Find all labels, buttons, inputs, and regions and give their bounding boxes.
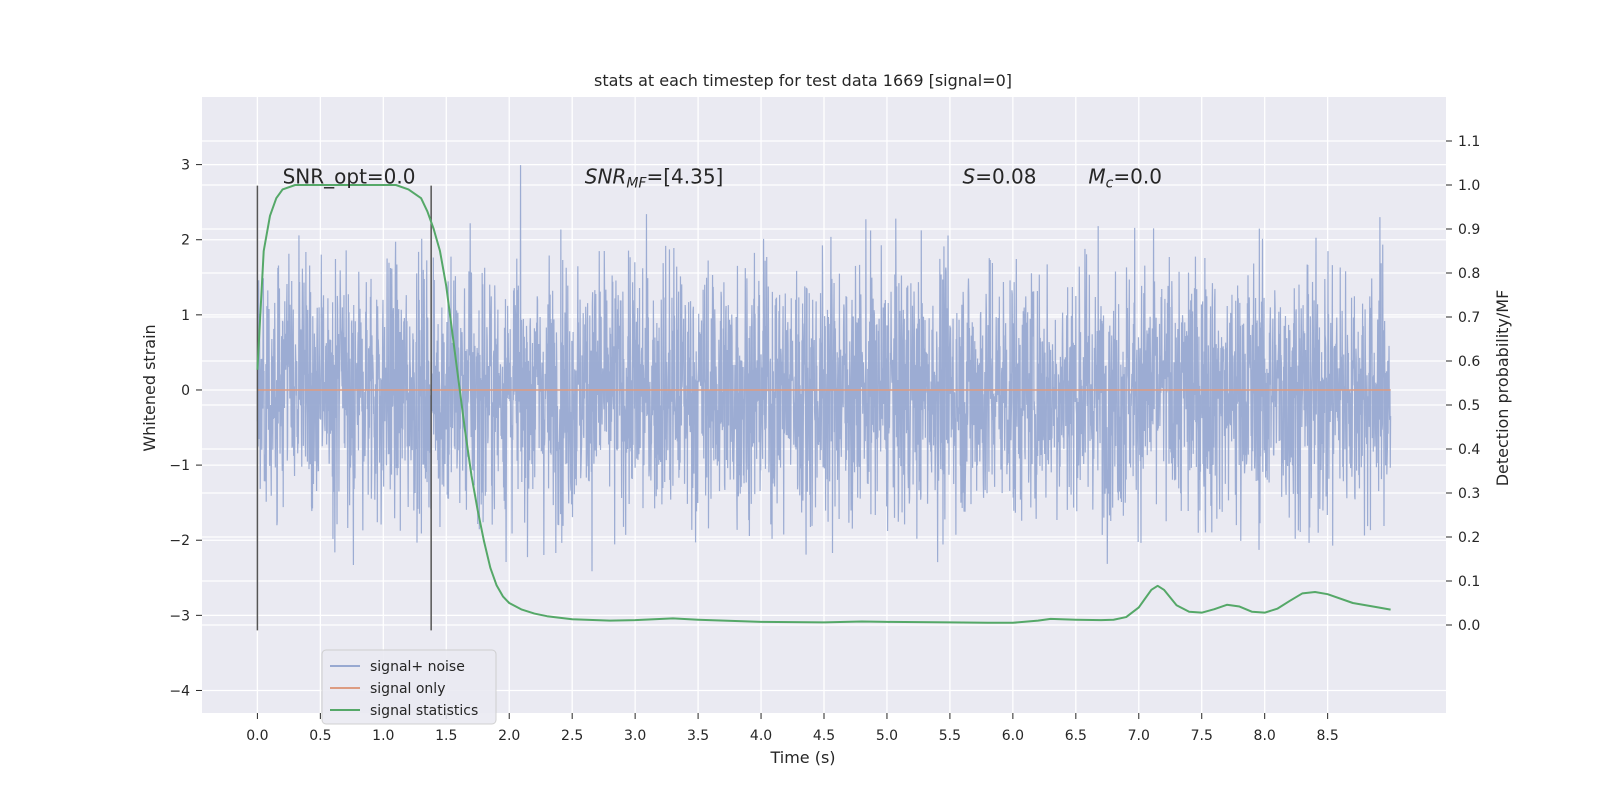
y-tick-label-right: 0.8 xyxy=(1458,266,1480,282)
y-tick-label-right: 1.1 xyxy=(1458,134,1480,150)
y-tick-label-right: 0.7 xyxy=(1458,310,1480,326)
y-tick-label-left: −3 xyxy=(169,608,190,624)
x-tick-label: 3.5 xyxy=(687,728,709,744)
x-tick-label: 7.0 xyxy=(1128,728,1150,744)
series-signal-noise xyxy=(256,165,1392,572)
x-tick-label: 4.5 xyxy=(813,728,835,744)
x-tick-label: 8.0 xyxy=(1254,728,1276,744)
series-signal-statistics xyxy=(256,184,1391,624)
y-tick-label-right: 0.4 xyxy=(1458,442,1480,458)
legend-label: signal statistics xyxy=(370,703,478,719)
y-tick-label-right: 0.5 xyxy=(1458,398,1480,414)
y-tick-label-right: 1.0 xyxy=(1458,178,1480,194)
x-tick-label: 5.0 xyxy=(876,728,898,744)
y-tick-label-right: 0.6 xyxy=(1458,354,1480,370)
y-tick-label-right: 0.3 xyxy=(1458,486,1480,502)
annotation-1: SNRMF=[4.35] xyxy=(585,164,724,191)
y-tick-label-left: 1 xyxy=(181,308,190,324)
y-tick-label-left: −4 xyxy=(169,683,190,699)
x-tick-label: 5.5 xyxy=(939,728,961,744)
y-tick-label-left: −1 xyxy=(169,458,190,474)
legend-box xyxy=(321,649,497,725)
y-axis-title-right: Detection probability/MF xyxy=(1493,290,1512,487)
chart-title: stats at each timestep for test data 166… xyxy=(594,71,1012,90)
x-tick-label: 1.5 xyxy=(435,728,457,744)
x-tick-label: 6.0 xyxy=(1002,728,1024,744)
y-axis-title-left: Whitened strain xyxy=(140,324,159,451)
y-tick-label-left: 3 xyxy=(181,158,190,174)
y-tick-label-right: 0.2 xyxy=(1458,530,1480,546)
annotation-2: S=0.08 xyxy=(963,164,1037,188)
x-tick-label: 1.0 xyxy=(372,728,394,744)
x-tick-label: 6.5 xyxy=(1065,728,1087,744)
legend-label: signal+ noise xyxy=(370,659,465,675)
legend-label: signal only xyxy=(370,681,445,697)
x-axis-title: Time (s) xyxy=(769,748,835,767)
y-tick-label-left: 0 xyxy=(181,383,190,399)
y-tick-label-left: 2 xyxy=(181,233,190,249)
x-tick-label: 2.0 xyxy=(498,728,520,744)
annotation-0: SNR_opt=0.0 xyxy=(283,164,416,188)
x-tick-label: 0.0 xyxy=(246,728,268,744)
x-tick-label: 4.0 xyxy=(750,728,772,744)
y-tick-label-right: 0.1 xyxy=(1458,574,1480,590)
y-tick-label-right: 0.0 xyxy=(1458,618,1480,634)
x-tick-label: 8.5 xyxy=(1317,728,1339,744)
x-tick-label: 7.5 xyxy=(1191,728,1213,744)
y-tick-label-right: 0.9 xyxy=(1458,222,1480,238)
x-tick-label: 0.5 xyxy=(309,728,331,744)
annotation-3: Mc=0.0 xyxy=(1088,164,1162,191)
x-tick-label: 3.0 xyxy=(624,728,646,744)
x-tick-label: 2.5 xyxy=(561,728,583,744)
y-tick-label-left: −2 xyxy=(169,533,190,549)
